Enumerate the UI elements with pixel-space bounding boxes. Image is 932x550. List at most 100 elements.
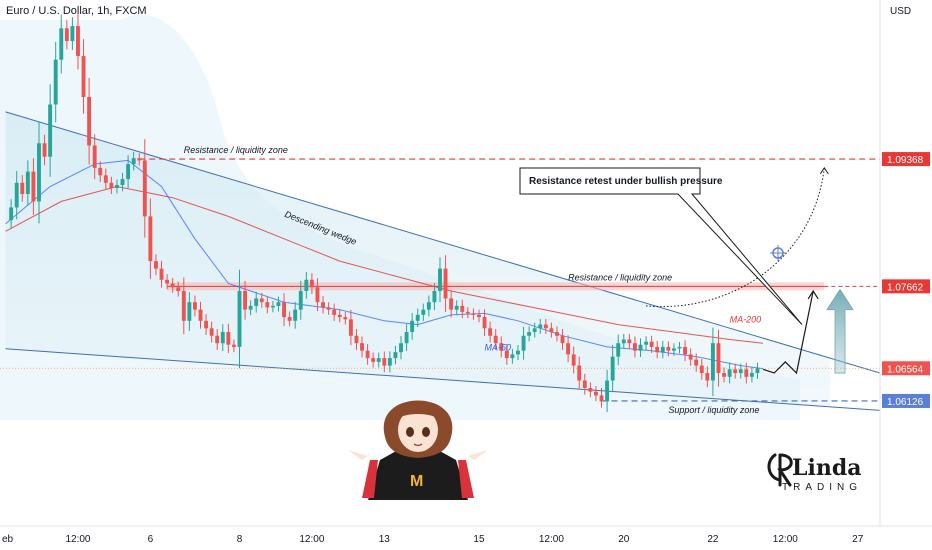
candle-body[interactable] bbox=[87, 96, 92, 146]
wedge-upper-line[interactable] bbox=[5, 111, 880, 374]
candle-body[interactable] bbox=[477, 314, 481, 318]
candle-body[interactable] bbox=[538, 324, 543, 329]
candle-body[interactable] bbox=[98, 167, 103, 176]
candle-body[interactable] bbox=[560, 335, 565, 344]
candle-body[interactable] bbox=[638, 344, 643, 351]
ma200-line[interactable] bbox=[5, 185, 764, 344]
candle-body[interactable] bbox=[733, 369, 738, 374]
candle-body[interactable] bbox=[103, 175, 108, 183]
candle-body[interactable] bbox=[31, 171, 36, 202]
candle-body[interactable] bbox=[165, 279, 170, 284]
candle-body[interactable] bbox=[632, 343, 637, 351]
candle-body[interactable] bbox=[504, 350, 509, 359]
candle-body[interactable] bbox=[137, 158, 142, 161]
candle-body[interactable] bbox=[293, 309, 298, 321]
candle-body[interactable] bbox=[582, 380, 587, 388]
candle-body[interactable] bbox=[421, 309, 426, 315]
candle-body[interactable] bbox=[215, 335, 220, 344]
candle-body[interactable] bbox=[120, 179, 125, 186]
candle-body[interactable] bbox=[482, 317, 487, 329]
candle-body[interactable] bbox=[365, 350, 370, 359]
candle-body[interactable] bbox=[387, 358, 392, 366]
candle-body[interactable] bbox=[337, 314, 342, 318]
candle-body[interactable] bbox=[42, 143, 47, 157]
candle-body[interactable] bbox=[298, 290, 303, 310]
candle-body[interactable] bbox=[655, 346, 660, 353]
candle-body[interactable] bbox=[688, 354, 693, 360]
candle-body[interactable] bbox=[354, 335, 359, 344]
candle-body[interactable] bbox=[14, 182, 19, 208]
target-icon[interactable] bbox=[770, 245, 786, 261]
candle-body[interactable] bbox=[432, 290, 437, 303]
candle-body[interactable] bbox=[543, 324, 548, 329]
candle-body[interactable] bbox=[265, 302, 270, 308]
candle-body[interactable] bbox=[131, 158, 136, 165]
candle-body[interactable] bbox=[48, 104, 53, 157]
candle-body[interactable] bbox=[148, 216, 153, 262]
candle-body[interactable] bbox=[382, 358, 387, 366]
candle-body[interactable] bbox=[115, 185, 119, 189]
callout-box[interactable] bbox=[519, 167, 803, 325]
candle-body[interactable] bbox=[549, 328, 554, 333]
candle-body[interactable] bbox=[282, 302, 286, 318]
candle-body[interactable] bbox=[92, 145, 97, 168]
candle-body[interactable] bbox=[64, 28, 69, 42]
candle-body[interactable] bbox=[710, 343, 715, 381]
candle-body[interactable] bbox=[53, 59, 58, 105]
candle-body[interactable] bbox=[566, 343, 571, 355]
candle-body[interactable] bbox=[744, 369, 749, 377]
candle-body[interactable] bbox=[694, 359, 699, 366]
candle-body[interactable] bbox=[109, 182, 114, 189]
candle-body[interactable] bbox=[59, 28, 64, 60]
candle-body[interactable] bbox=[209, 328, 214, 336]
candle-body[interactable] bbox=[248, 305, 253, 310]
candle-body[interactable] bbox=[360, 343, 364, 351]
candle-body[interactable] bbox=[170, 283, 175, 288]
candle-body[interactable] bbox=[722, 373, 726, 377]
candle-body[interactable] bbox=[577, 365, 582, 381]
candle-body[interactable] bbox=[716, 343, 721, 374]
candle-body[interactable] bbox=[276, 302, 281, 306]
candle-body[interactable] bbox=[226, 332, 231, 345]
candle-body[interactable] bbox=[326, 307, 331, 310]
candle-body[interactable] bbox=[510, 354, 515, 359]
candle-body[interactable] bbox=[371, 358, 376, 362]
candle-body[interactable] bbox=[304, 279, 309, 291]
candle-body[interactable] bbox=[454, 305, 459, 310]
candle-body[interactable] bbox=[309, 279, 314, 288]
candle-body[interactable] bbox=[198, 309, 203, 321]
candle-body[interactable] bbox=[644, 341, 649, 345]
candle-body[interactable] bbox=[37, 143, 41, 202]
wedge-lower-line[interactable] bbox=[5, 348, 880, 411]
candle-body[interactable] bbox=[755, 368, 760, 374]
candle-body[interactable] bbox=[749, 373, 754, 377]
candle-body[interactable] bbox=[321, 302, 325, 308]
candle-body[interactable] bbox=[594, 391, 598, 396]
candle-body[interactable] bbox=[159, 268, 164, 280]
candle-body[interactable] bbox=[677, 346, 682, 349]
candle-body[interactable] bbox=[727, 369, 732, 377]
candle-body[interactable] bbox=[555, 332, 559, 336]
candle-body[interactable] bbox=[660, 346, 665, 353]
candle-body[interactable] bbox=[415, 314, 420, 321]
candle-body[interactable] bbox=[259, 298, 264, 303]
candle-body[interactable] bbox=[410, 320, 415, 333]
candle-body[interactable] bbox=[571, 354, 576, 366]
candle-body[interactable] bbox=[699, 365, 704, 374]
candle-body[interactable] bbox=[404, 332, 409, 344]
candle-body[interactable] bbox=[465, 311, 470, 314]
candle-body[interactable] bbox=[20, 182, 25, 194]
candle-body[interactable] bbox=[393, 352, 398, 359]
candle-body[interactable] bbox=[399, 343, 403, 353]
candle-body[interactable] bbox=[532, 328, 537, 333]
candle-body[interactable] bbox=[488, 328, 493, 336]
candle-body[interactable] bbox=[237, 290, 242, 347]
candle-body[interactable] bbox=[192, 302, 197, 310]
candle-body[interactable] bbox=[315, 287, 320, 303]
candle-body[interactable] bbox=[666, 346, 671, 351]
candle-body[interactable] bbox=[70, 26, 75, 42]
candle-body[interactable] bbox=[621, 339, 626, 344]
candle-body[interactable] bbox=[649, 341, 654, 347]
candle-body[interactable] bbox=[616, 343, 621, 357]
